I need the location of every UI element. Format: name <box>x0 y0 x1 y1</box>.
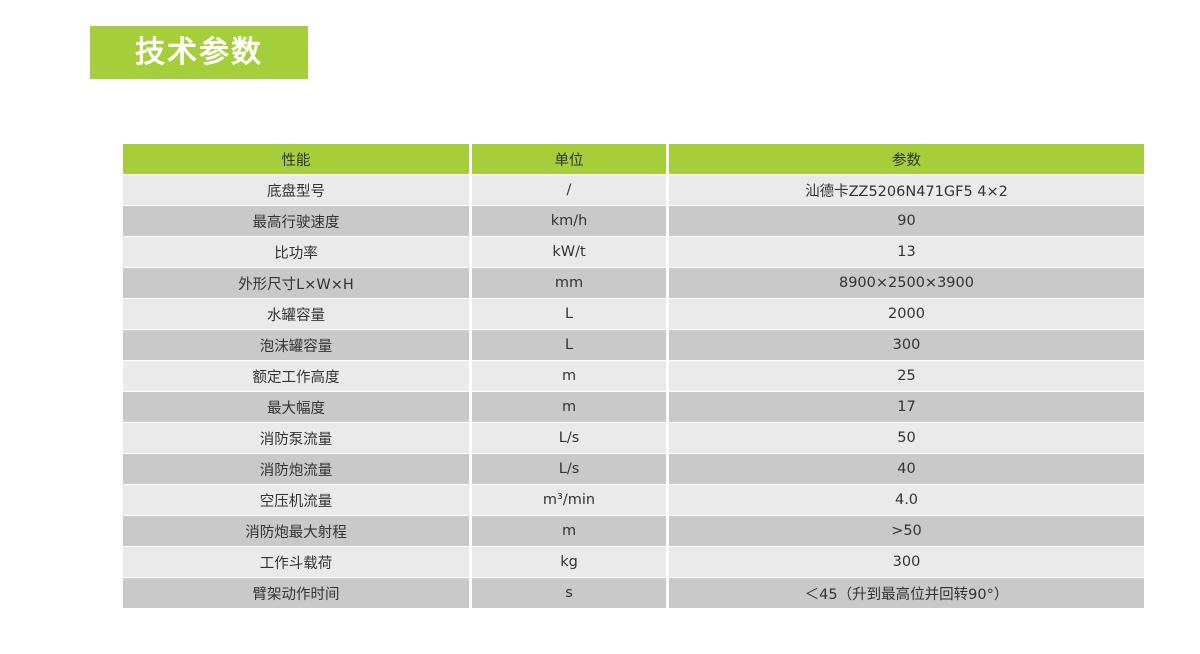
cell-performance: 水罐容量 <box>123 299 469 329</box>
cell-parameter: 50 <box>669 423 1144 453</box>
table-row: 消防炮最大射程 m >50 <box>123 516 1144 546</box>
table-row: 最大幅度 m 17 <box>123 392 1144 422</box>
cell-parameter: 17 <box>669 392 1144 422</box>
cell-unit: L <box>472 299 666 329</box>
table-row: 水罐容量 L 2000 <box>123 299 1144 329</box>
table-row: 最高行驶速度 km/h 90 <box>123 206 1144 236</box>
technical-parameters-table: 性能 单位 参数 底盘型号 / 汕德卡ZZ5206N471GF5 4×2 最高行驶速度… <box>120 143 1147 609</box>
cell-parameter: 300 <box>669 330 1144 360</box>
cell-performance: 底盘型号 <box>123 175 469 205</box>
cell-unit: kg <box>472 547 666 577</box>
column-header-parameter: 参数 <box>669 144 1144 174</box>
table-header: 性能 单位 参数 <box>123 144 1144 174</box>
cell-performance: 最高行驶速度 <box>123 206 469 236</box>
table-row: 额定工作高度 m 25 <box>123 361 1144 391</box>
table-row: 泡沫罐容量 L 300 <box>123 330 1144 360</box>
cell-parameter: >50 <box>669 516 1144 546</box>
cell-parameter: 25 <box>669 361 1144 391</box>
table-row: 比功率 kW/t 13 <box>123 237 1144 267</box>
table-row: 消防炮流量 L/s 40 <box>123 454 1144 484</box>
page-title-banner: 技术参数 <box>90 26 308 79</box>
cell-performance: 额定工作高度 <box>123 361 469 391</box>
cell-parameter: 汕德卡ZZ5206N471GF5 4×2 <box>669 175 1144 205</box>
cell-performance: 消防炮最大射程 <box>123 516 469 546</box>
table-header-row: 性能 单位 参数 <box>123 144 1144 174</box>
cell-performance: 最大幅度 <box>123 392 469 422</box>
cell-parameter: 90 <box>669 206 1144 236</box>
table-row: 外形尺寸L×W×H mm 8900×2500×3900 <box>123 268 1144 298</box>
cell-performance: 比功率 <box>123 237 469 267</box>
cell-unit: L/s <box>472 454 666 484</box>
cell-unit: m <box>472 392 666 422</box>
cell-performance: 消防泵流量 <box>123 423 469 453</box>
cell-performance: 空压机流量 <box>123 485 469 515</box>
cell-parameter: ＜45（升到最高位并回转90°） <box>669 578 1144 608</box>
cell-unit: s <box>472 578 666 608</box>
cell-parameter: 8900×2500×3900 <box>669 268 1144 298</box>
cell-performance: 泡沫罐容量 <box>123 330 469 360</box>
cell-unit: kW/t <box>472 237 666 267</box>
cell-performance: 消防炮流量 <box>123 454 469 484</box>
cell-parameter: 4.0 <box>669 485 1144 515</box>
column-header-performance: 性能 <box>123 144 469 174</box>
spec-table-container: 性能 单位 参数 底盘型号 / 汕德卡ZZ5206N471GF5 4×2 最高行驶速度… <box>123 144 1144 608</box>
table-row: 臂架动作时间 s ＜45（升到最高位并回转90°） <box>123 578 1144 608</box>
table-row: 空压机流量 m³/min 4.0 <box>123 485 1144 515</box>
cell-unit: L <box>472 330 666 360</box>
cell-unit: L/s <box>472 423 666 453</box>
column-header-unit: 单位 <box>472 144 666 174</box>
cell-performance: 工作斗载荷 <box>123 547 469 577</box>
table-row: 底盘型号 / 汕德卡ZZ5206N471GF5 4×2 <box>123 175 1144 205</box>
cell-unit: m³/min <box>472 485 666 515</box>
cell-parameter: 13 <box>669 237 1144 267</box>
cell-unit: m <box>472 516 666 546</box>
cell-parameter: 300 <box>669 547 1144 577</box>
cell-unit: / <box>472 175 666 205</box>
cell-parameter: 2000 <box>669 299 1144 329</box>
cell-unit: m <box>472 361 666 391</box>
cell-unit: km/h <box>472 206 666 236</box>
cell-performance: 外形尺寸L×W×H <box>123 268 469 298</box>
cell-parameter: 40 <box>669 454 1144 484</box>
table-row: 消防泵流量 L/s 50 <box>123 423 1144 453</box>
table-body: 底盘型号 / 汕德卡ZZ5206N471GF5 4×2 最高行驶速度 km/h 90 比功率… <box>123 175 1144 608</box>
page-title: 技术参数 <box>135 34 263 70</box>
cell-unit: mm <box>472 268 666 298</box>
cell-performance: 臂架动作时间 <box>123 578 469 608</box>
table-row: 工作斗载荷 kg 300 <box>123 547 1144 577</box>
